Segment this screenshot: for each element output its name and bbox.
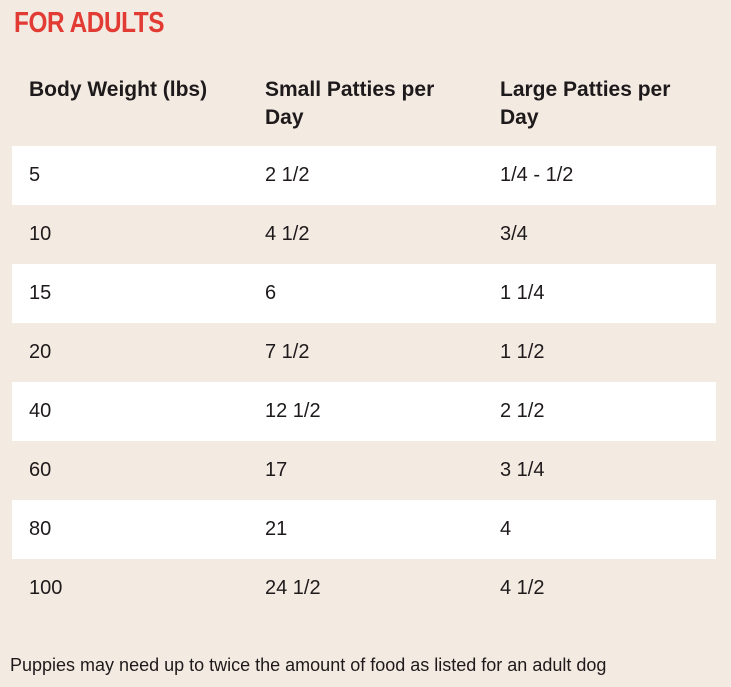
body-weight-cell: 60 xyxy=(29,459,52,481)
table-row: 20 7 1/2 1 1/2 xyxy=(12,323,716,382)
small-patties-cell: 4 1/2 xyxy=(265,223,310,245)
large-patties-cell: 3 1/4 xyxy=(500,459,545,481)
table-row: 80 21 4 xyxy=(12,500,716,559)
table-row: 15 6 1 1/4 xyxy=(12,264,716,323)
table-row: 5 2 1/2 1/4 - 1/2 xyxy=(12,146,716,205)
table-header-row: Body Weight (lbs) Small Patties per Day … xyxy=(12,76,716,132)
large-patties-cell: 3/4 xyxy=(500,223,528,245)
column-header-label: Small Patties per Day xyxy=(265,78,435,129)
table-row: 10 4 1/2 3/4 xyxy=(12,205,716,264)
small-patties-cell: 17 xyxy=(265,459,288,481)
small-patties-cell: 12 1/2 xyxy=(265,400,321,422)
large-patties-cell: 4 xyxy=(500,518,512,540)
small-patties-cell: 6 xyxy=(265,282,277,304)
puppies-footnote: Puppies may need up to twice the amount … xyxy=(10,655,607,675)
section-title: FOR ADULTS xyxy=(14,7,165,39)
body-weight-cell: 15 xyxy=(29,282,52,304)
feeding-guide-section: FOR ADULTS Body Weight (lbs) Small Patti… xyxy=(0,7,731,676)
small-patties-cell: 2 1/2 xyxy=(265,164,310,186)
large-patties-cell: 4 1/2 xyxy=(500,577,545,599)
column-header-large-patties: Large Patties per Day xyxy=(483,76,716,132)
column-header-label: Body Weight (lbs) xyxy=(29,78,208,101)
small-patties-cell: 24 1/2 xyxy=(265,577,321,599)
body-weight-cell: 40 xyxy=(29,400,52,422)
table-row: 40 12 1/2 2 1/2 xyxy=(12,382,716,441)
column-header-body-weight: Body Weight (lbs) xyxy=(12,76,248,132)
body-weight-cell: 20 xyxy=(29,341,52,363)
table-row: 60 17 3 1/4 xyxy=(12,441,716,500)
body-weight-cell: 80 xyxy=(29,518,52,540)
body-weight-cell: 5 xyxy=(29,164,41,186)
small-patties-cell: 7 1/2 xyxy=(265,341,310,363)
feeding-table-body: 5 2 1/2 1/4 - 1/2 10 4 1/2 3/4 15 6 1 1/… xyxy=(12,146,716,618)
large-patties-cell: 2 1/2 xyxy=(500,400,545,422)
body-weight-cell: 10 xyxy=(29,223,52,245)
column-header-label: Large Patties per Day xyxy=(500,78,671,129)
large-patties-cell: 1 1/4 xyxy=(500,282,545,304)
large-patties-cell: 1/4 - 1/2 xyxy=(500,164,574,186)
large-patties-cell: 1 1/2 xyxy=(500,341,545,363)
column-header-small-patties: Small Patties per Day xyxy=(248,76,483,132)
small-patties-cell: 21 xyxy=(265,518,288,540)
table-row: 100 24 1/2 4 1/2 xyxy=(12,559,716,618)
body-weight-cell: 100 xyxy=(29,577,63,599)
